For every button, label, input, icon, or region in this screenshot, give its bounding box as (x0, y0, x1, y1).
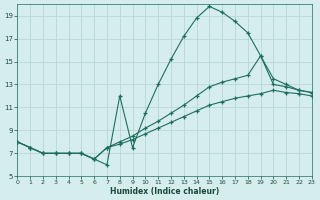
X-axis label: Humidex (Indice chaleur): Humidex (Indice chaleur) (110, 187, 219, 196)
